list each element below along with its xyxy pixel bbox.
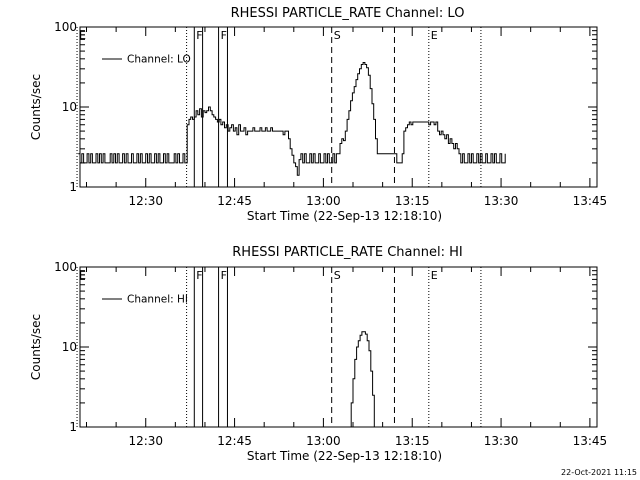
x-tick-label: 13:30	[484, 434, 519, 448]
x-tick-label: 12:45	[217, 194, 252, 208]
x-tick-label: 12:45	[217, 434, 252, 448]
y-axis-label: Counts/sec	[29, 314, 43, 380]
event-marker-label: E	[79, 269, 86, 282]
series-line	[78, 62, 506, 176]
x-tick-label: 12:30	[128, 434, 163, 448]
x-tick-label: 13:45	[573, 194, 608, 208]
event-marker-label: S	[334, 29, 341, 42]
event-marker-label: F	[221, 29, 227, 42]
y-tick-label: 100	[54, 20, 77, 34]
x-tick-label: 13:15	[395, 194, 430, 208]
x-tick-label: 12:30	[128, 194, 163, 208]
series-line	[349, 331, 375, 428]
chart-title: RHESSI PARTICLE_RATE Channel: LO	[231, 6, 465, 21]
y-tick-label: 1	[69, 420, 77, 434]
x-tick-label: 13:45	[573, 434, 608, 448]
y-tick-label: 1	[69, 180, 77, 194]
event-marker-label: F	[196, 269, 202, 282]
y-tick-label: 10	[62, 100, 77, 114]
event-marker-label: E	[431, 29, 438, 42]
event-marker-label: E	[79, 29, 86, 42]
x-tick-label: 13:15	[395, 434, 430, 448]
y-tick-label: 100	[54, 260, 77, 274]
y-tick-label: 10	[62, 340, 77, 354]
footer-timestamp: 22-Oct-2021 11:15	[561, 468, 637, 477]
plot-frame	[79, 266, 598, 428]
x-tick-label: 13:30	[484, 194, 519, 208]
x-tick-label: 13:00	[306, 194, 341, 208]
event-marker-label: F	[221, 269, 227, 282]
y-axis-label: Counts/sec	[29, 74, 43, 140]
legend-label: Channel: HI	[127, 294, 188, 306]
legend-label: Channel: LO	[127, 54, 191, 66]
x-tick-label: 13:00	[306, 434, 341, 448]
event-marker-label: F	[196, 29, 202, 42]
x-axis-label: Start Time (22-Sep-13 12:18:10)	[247, 209, 442, 223]
event-marker-label: E	[431, 269, 438, 282]
event-marker-label: S	[334, 269, 341, 282]
x-axis-label: Start Time (22-Sep-13 12:18:10)	[247, 449, 442, 463]
chart-title: RHESSI PARTICLE_RATE Channel: HI	[232, 245, 462, 260]
